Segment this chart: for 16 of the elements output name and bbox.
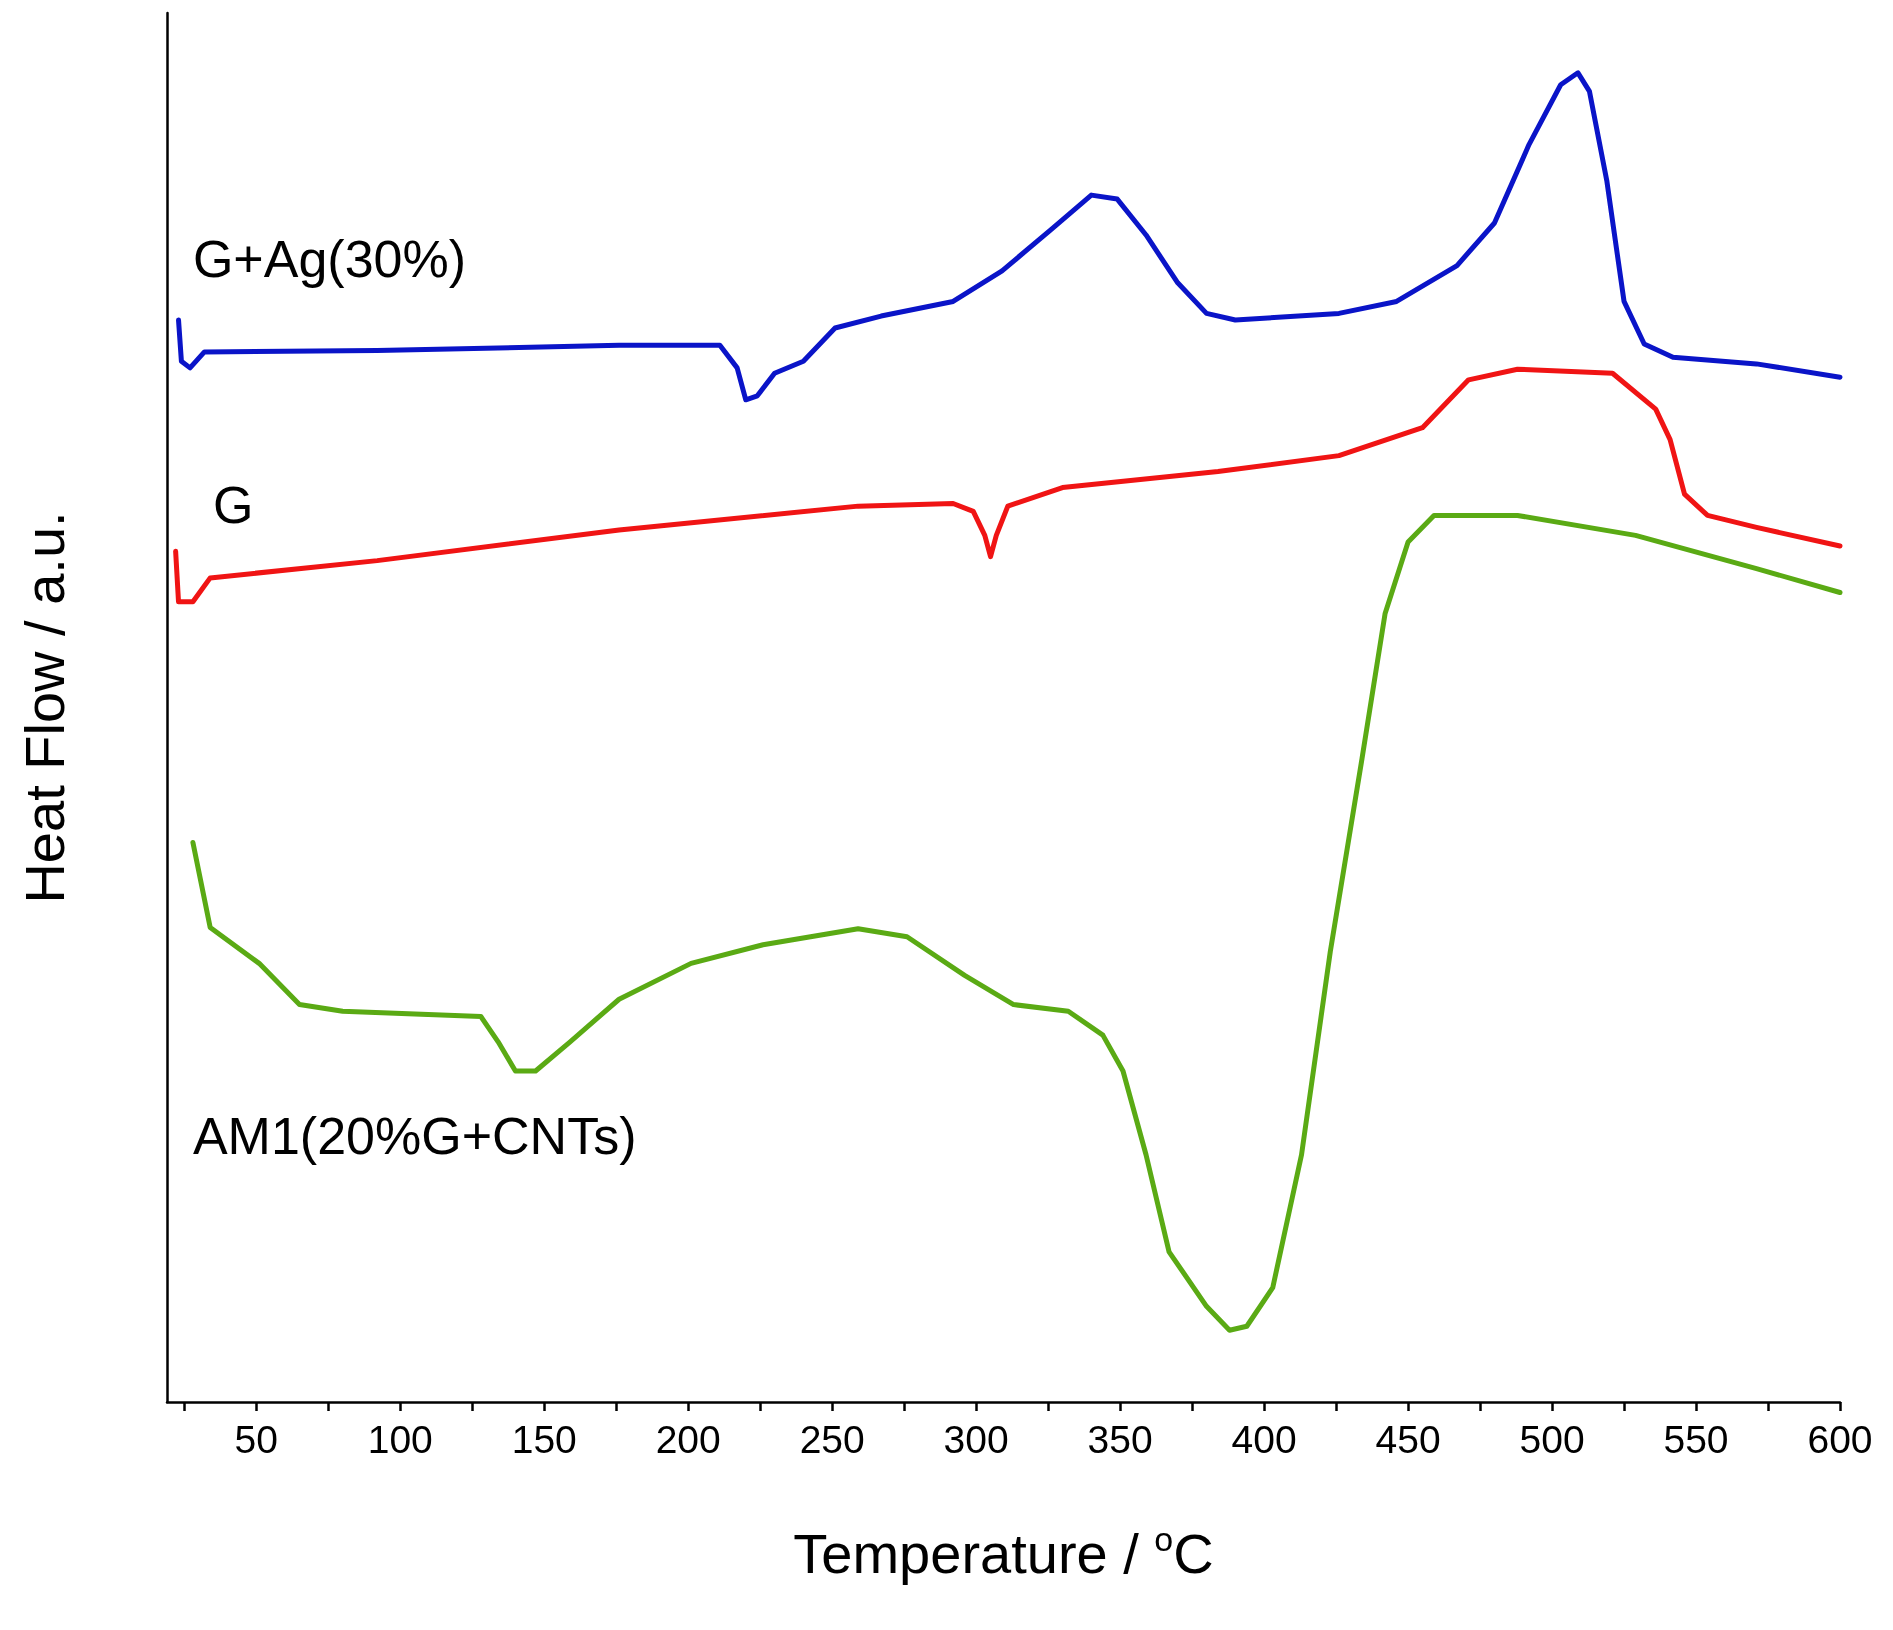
series-label: G [213, 475, 254, 534]
y-axis-title: Heat Flow / a.u. [12, 511, 76, 904]
x-tick-label: 300 [943, 1418, 1009, 1461]
x-tick-label: 100 [367, 1418, 433, 1461]
series-label: G+Ag(30%) [192, 229, 467, 288]
x-tick-label: 450 [1375, 1418, 1441, 1461]
x-tick-label: 250 [799, 1418, 865, 1461]
x-tick-label: 550 [1663, 1418, 1729, 1461]
x-tick-label: 400 [1231, 1418, 1297, 1461]
x-tick-label: 50 [234, 1418, 278, 1461]
x-tick-label: 200 [655, 1418, 721, 1461]
x-tick-label: 500 [1519, 1418, 1585, 1461]
x-tick-label: 600 [1807, 1418, 1873, 1461]
x-tick-label: 350 [1087, 1418, 1153, 1461]
series-label: AM1(20%G+CNTs) [192, 1107, 637, 1166]
x-tick-label: 150 [511, 1418, 577, 1461]
